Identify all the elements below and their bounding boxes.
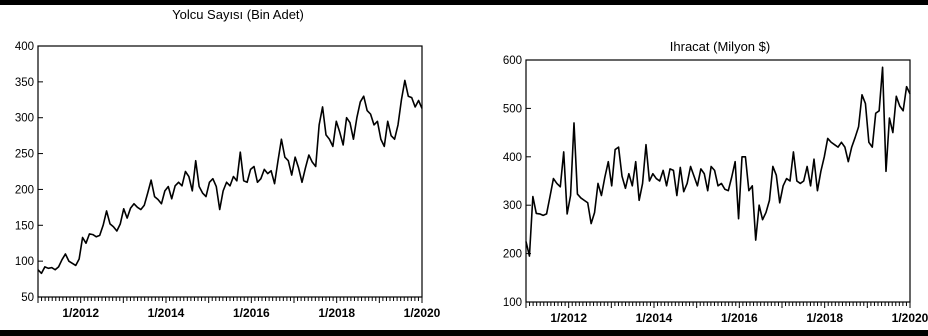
chart2-ytick-label: 600: [503, 55, 522, 67]
chart1-ytick-label: 250: [15, 149, 34, 161]
chart1-xtick-label: 1/2020: [404, 306, 441, 320]
chart1-ytick-label: 150: [15, 220, 34, 232]
top-border: [0, 0, 928, 5]
chart1-title: Yolcu Sayısı (Bin Adet): [172, 7, 304, 22]
chart1-ytick-label: 300: [15, 113, 34, 125]
chart2-xtick-label: 1/2014: [636, 311, 673, 325]
chart2-ytick-label: 300: [503, 200, 522, 212]
chart2-ytick-label: 200: [503, 249, 522, 261]
chart1-y-axis: 50 100 150 200 250 300 350 400: [15, 41, 43, 304]
chart1-ytick-label: 200: [15, 184, 34, 196]
chart1-xtick-label: 1/2014: [148, 306, 185, 320]
chart1-x-axis: 1/2012 1/2014 1/2016 1/2018 1/2020: [37, 297, 441, 320]
bottom-border: [0, 330, 928, 336]
chart1-plot-frame: [37, 45, 423, 298]
chart1-xtick-label: 1/2016: [233, 306, 270, 320]
chart2-ytick-label: 400: [503, 152, 522, 164]
chart2-plot-frame: [525, 59, 911, 303]
chart2-ytick-label: 100: [503, 297, 522, 309]
chart2-y-axis: 100 200 300 400 500 600: [503, 55, 531, 309]
chart1-xtick-label: 1/2012: [62, 306, 99, 320]
chart2-x-axis: 1/2012 1/2014 1/2016 1/2018 1/2020: [525, 302, 928, 325]
chart2-xtick-label: 1/2018: [806, 311, 843, 325]
chart1-ytick-label: 50: [21, 292, 34, 304]
chart2-series-line: [525, 66, 911, 257]
chart1-ytick-label: 400: [15, 41, 34, 53]
chart1-ytick-label: 100: [15, 256, 34, 268]
chart2-xtick-label: 1/2012: [550, 311, 587, 325]
chart1-xtick-label: 1/2018: [318, 306, 355, 320]
chart2-xtick-label: 1/2020: [892, 311, 928, 325]
chart2-xtick-label: 1/2016: [721, 311, 758, 325]
chart1-ytick-label: 350: [15, 77, 34, 89]
chart1-series-line: [37, 79, 423, 275]
chart2-title: Ihracat (Milyon $): [670, 39, 770, 54]
chart2-ytick-label: 500: [503, 103, 522, 115]
